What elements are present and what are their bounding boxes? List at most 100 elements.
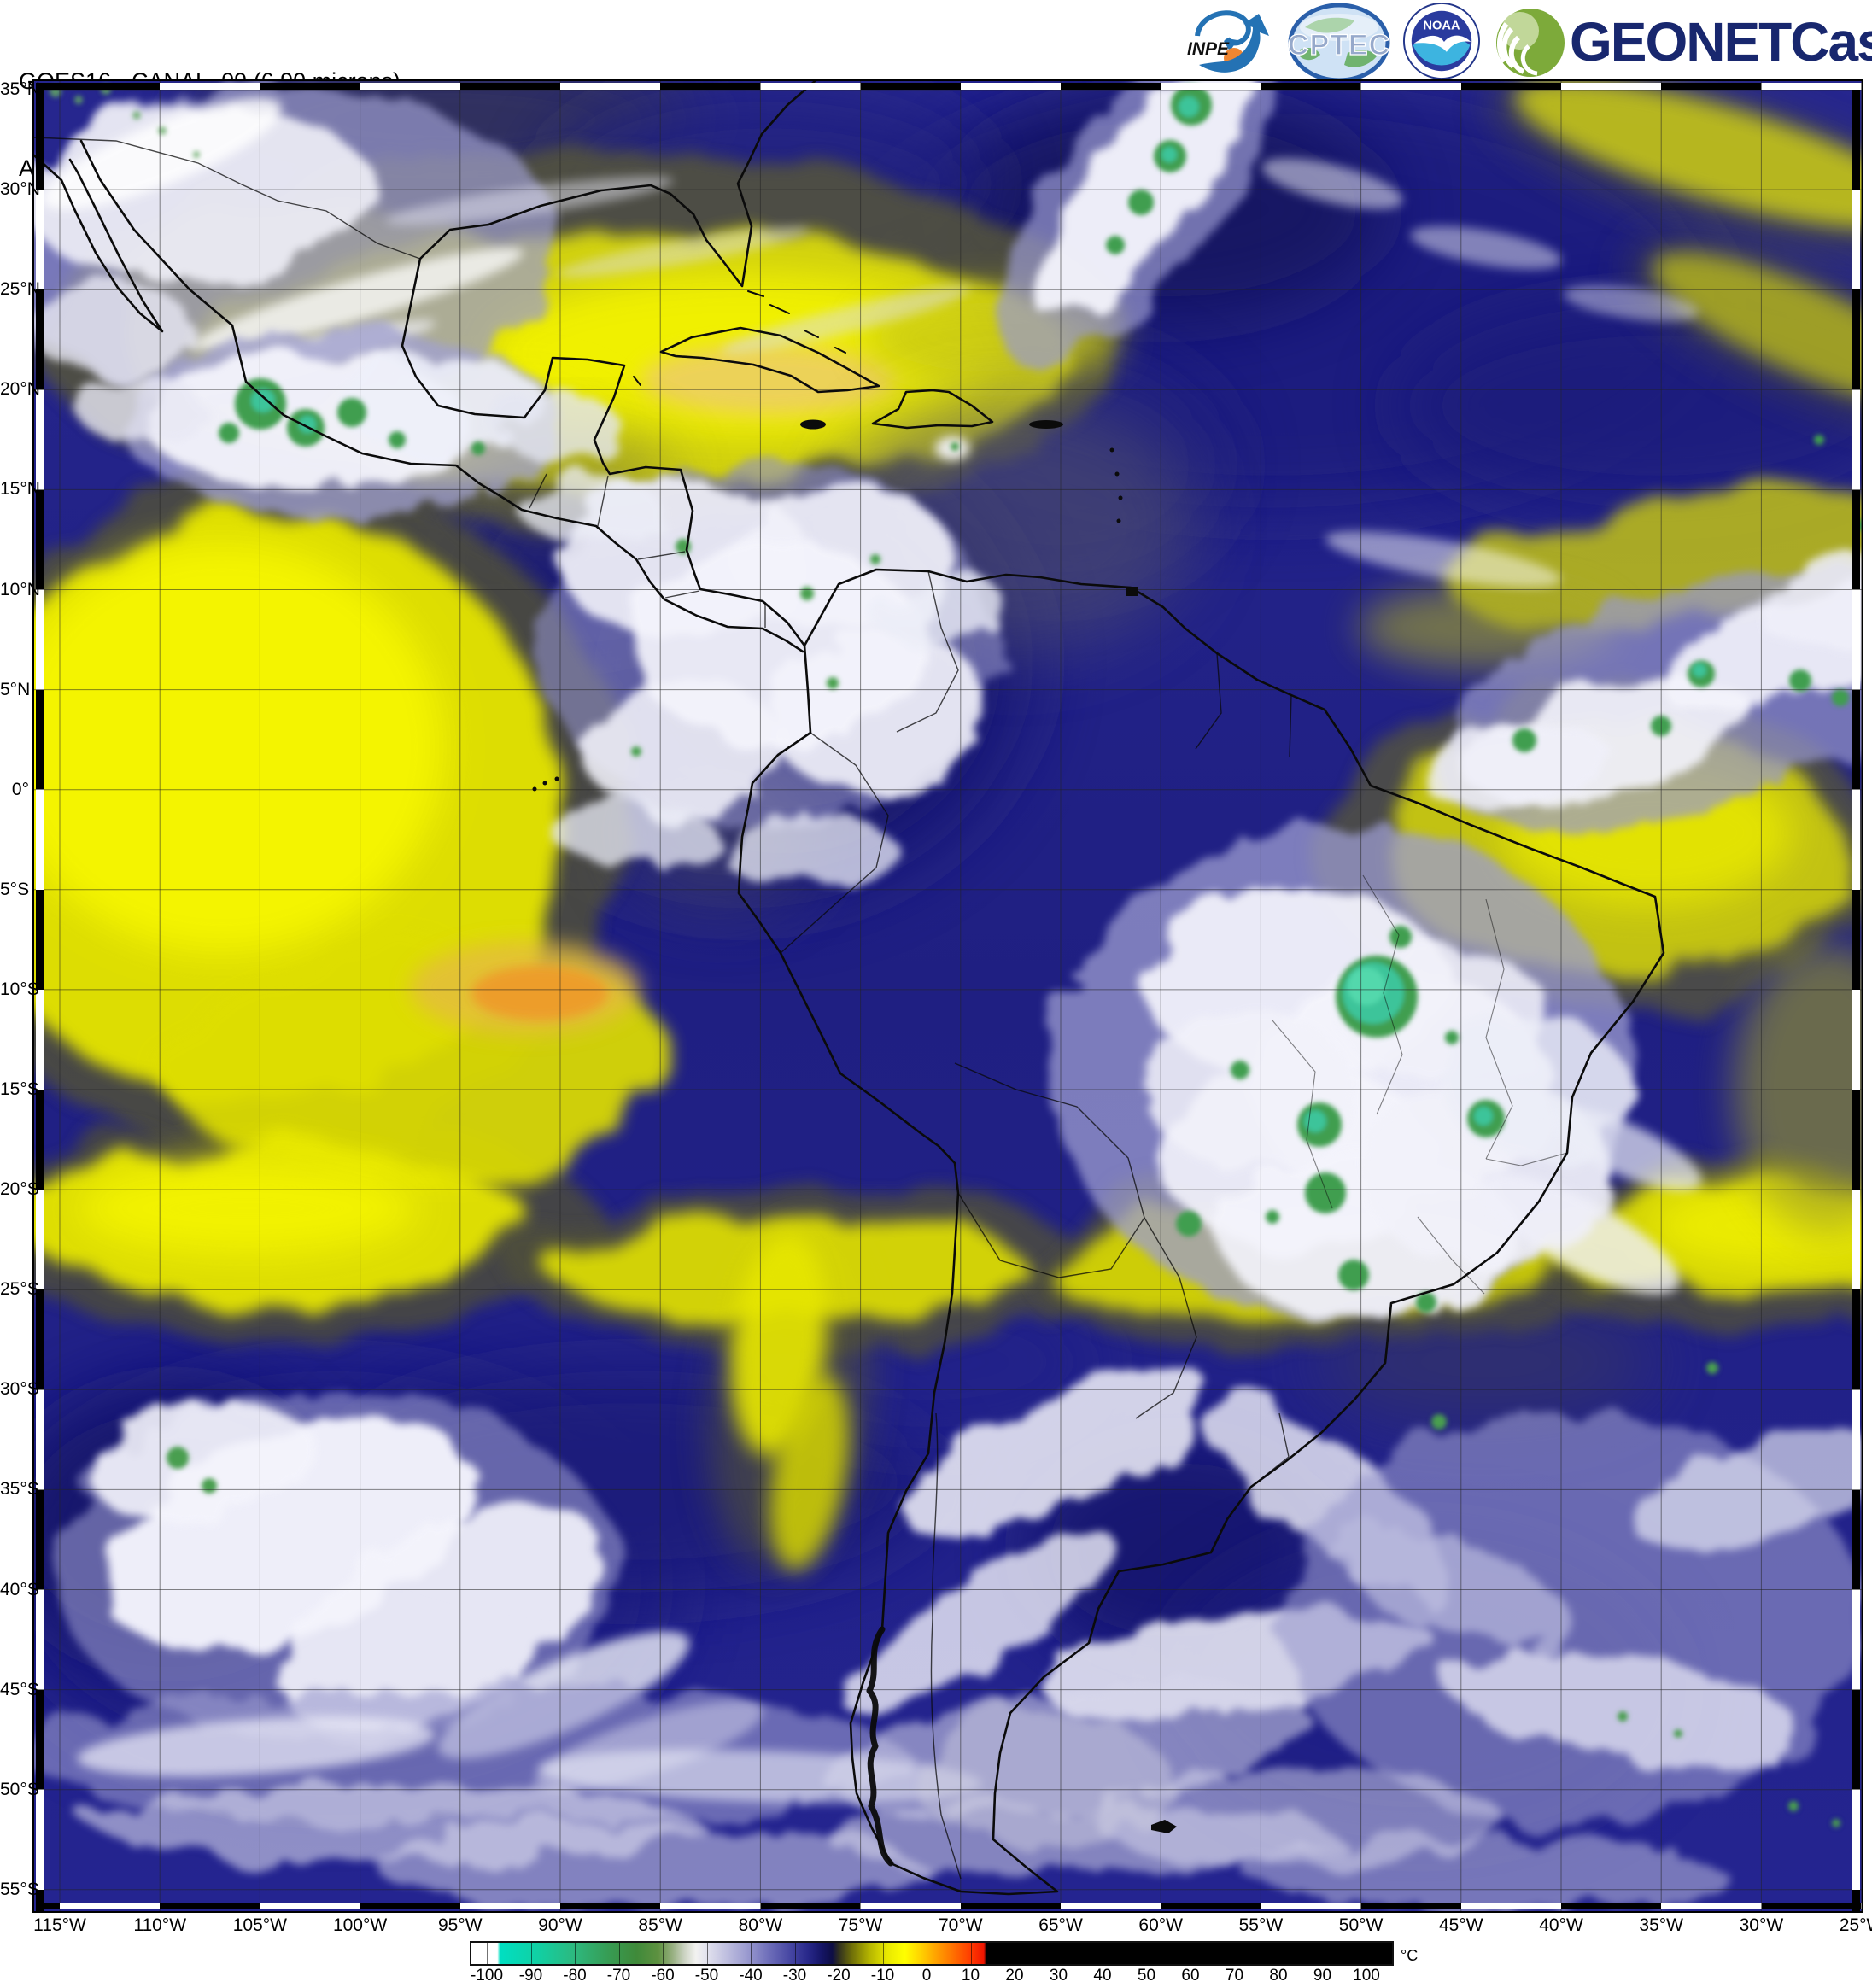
satellite-image — [34, 81, 1862, 1911]
lon-label: 40°W — [1539, 1915, 1583, 1935]
graticule — [34, 81, 1862, 1911]
colorbar-tick-label: -50 — [694, 1967, 719, 1985]
lat-label: 0° — [11, 779, 29, 799]
colorbar-tick — [1366, 1943, 1367, 1964]
colorbar-tick — [618, 1943, 620, 1964]
lat-label: 20°S — [0, 1179, 39, 1200]
colorbar-tick — [1058, 1943, 1060, 1964]
geonetcast-arc3-icon — [1508, 35, 1525, 74]
geonetcast-globe-logo — [1496, 9, 1565, 77]
colorbar-tick-label: 80 — [1269, 1967, 1288, 1985]
colorbar-tick — [751, 1943, 752, 1964]
lon-label: 65°W — [1038, 1915, 1083, 1935]
neatline-stub — [36, 1890, 44, 1911]
colorbar-tick-label: -20 — [827, 1967, 851, 1985]
cptec-gloss-icon — [1300, 14, 1378, 41]
lon-label: 105°W — [232, 1915, 288, 1935]
neatline-stub — [1852, 1890, 1860, 1911]
lon-label: 100°W — [332, 1915, 388, 1935]
colorbar-tick — [1146, 1943, 1148, 1964]
colorbar-tick-label: -90 — [518, 1967, 543, 1985]
lat-label: 5°N — [0, 679, 31, 699]
colorbar-tick-label: -100 — [470, 1967, 504, 1985]
colorbar-tick — [706, 1943, 708, 1964]
neatline-stub — [36, 83, 60, 90]
geonetcast-arc1-icon — [1496, 22, 1509, 63]
neatline-left — [36, 90, 44, 1890]
cloud-regions — [34, 81, 1862, 1911]
neatline-stub — [36, 83, 44, 90]
lat-label: 35°N — [0, 79, 40, 99]
geonetcast-label: GEONETCast — [1570, 11, 1872, 73]
map-frame — [32, 79, 1863, 1913]
country-borders — [34, 137, 1292, 1880]
lon-label: 70°W — [939, 1915, 983, 1935]
lat-label: 50°S — [0, 1779, 39, 1799]
colorbar-tick — [970, 1943, 972, 1964]
colorbar-tick-label: -60 — [651, 1967, 675, 1985]
geonetcast-highlight-icon — [1501, 12, 1539, 50]
lat-label: 20°N — [0, 379, 40, 400]
inpe-logo: INPE — [1187, 10, 1269, 73]
cptec-logo: CPTEC — [1288, 3, 1390, 80]
lat-label: 10°N — [0, 579, 40, 599]
lat-label: 5°S — [0, 879, 30, 899]
inpe-arrow-small-icon — [1224, 38, 1237, 51]
colorbar-tick-label: 60 — [1181, 1967, 1200, 1985]
lon-label: 90°W — [538, 1915, 582, 1935]
colorbar-tick-label: 100 — [1353, 1967, 1380, 1985]
lon-label: 115°W — [33, 1915, 86, 1935]
colorbar-tick-label: 10 — [961, 1967, 980, 1985]
lon-label: 75°W — [838, 1915, 883, 1935]
lat-label: 40°S — [0, 1579, 39, 1599]
cptec-land3-icon — [1300, 48, 1320, 61]
neatline-top — [60, 83, 1862, 90]
inpe-label: INPE — [1187, 39, 1230, 59]
lat-label: 10°S — [0, 979, 39, 999]
cptec-label: CPTEC — [1288, 29, 1390, 61]
state-borders — [1272, 874, 1568, 1295]
inpe-arrow-big-icon — [1199, 14, 1269, 73]
colorbar-tick — [1190, 1943, 1191, 1964]
lon-label: 80°W — [738, 1915, 783, 1935]
cptec-land1-icon — [1305, 17, 1354, 33]
colorbar-tick — [575, 1943, 576, 1964]
lon-label: 110°W — [133, 1915, 187, 1935]
colorbar-tick-label: 90 — [1313, 1967, 1332, 1985]
colorbar-tick-label: 40 — [1093, 1967, 1112, 1985]
lon-label: 30°W — [1739, 1915, 1784, 1935]
colorbar-gradient — [471, 1943, 1392, 1964]
lat-label: 30°S — [0, 1379, 39, 1400]
colorbar-tick — [1278, 1943, 1279, 1964]
lat-label: 15°N — [0, 479, 40, 500]
colorbar-tick-label: 20 — [1005, 1967, 1024, 1985]
lat-label: 30°N — [0, 179, 40, 200]
colorbar-tick-label: -80 — [563, 1967, 587, 1985]
geonetcast-arc2-icon — [1501, 26, 1516, 69]
lon-label: 55°W — [1238, 1915, 1284, 1935]
colorbar-tick — [1234, 1943, 1236, 1964]
lat-label: 35°S — [0, 1479, 39, 1500]
lon-label: 35°W — [1639, 1915, 1683, 1935]
colorbar-tick-label: 50 — [1137, 1967, 1156, 1985]
neatline-right — [1852, 90, 1860, 1890]
coastlines — [34, 81, 1665, 1896]
lon-label: 45°W — [1439, 1915, 1483, 1935]
noaa-label: NOAA — [1423, 19, 1460, 32]
lon-label: 60°W — [1138, 1915, 1183, 1935]
colorbar-tick-label: -30 — [782, 1967, 807, 1985]
colorbar-tick — [794, 1943, 796, 1964]
noaa-sea-icon — [1413, 39, 1471, 66]
lat-label: 55°S — [0, 1879, 39, 1899]
neatline-stub — [36, 1903, 60, 1909]
colorbar-tick — [530, 1943, 532, 1964]
colorbar-tick-label: -40 — [739, 1967, 763, 1985]
colorbar-tick — [882, 1943, 884, 1964]
colorbar-unit-label: °C — [1401, 1947, 1419, 1964]
geonetcast-arc4-icon — [1520, 44, 1538, 76]
lon-label: 50°W — [1338, 1915, 1384, 1935]
colorbar-tick — [487, 1943, 488, 1964]
colorbar-tick — [1322, 1943, 1324, 1964]
colorbar-tick-label: -10 — [870, 1967, 895, 1985]
